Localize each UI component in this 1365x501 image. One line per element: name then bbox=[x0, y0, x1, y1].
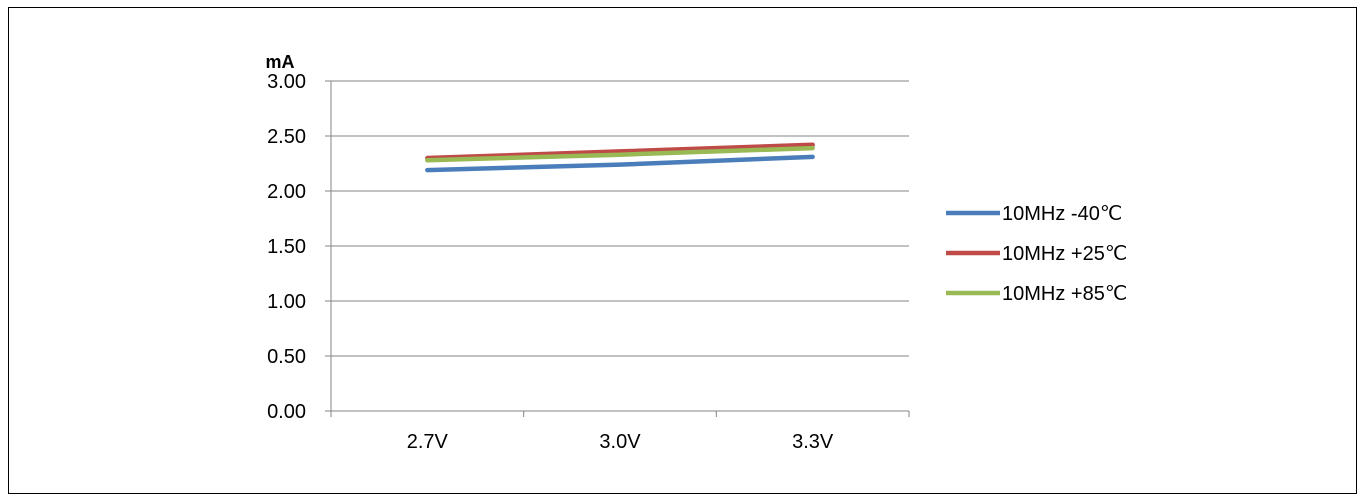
y-tick-labels: 0.00 0.50 1.00 1.50 2.00 2.50 3.00 bbox=[267, 71, 306, 423]
y-tick-label: 0.00 bbox=[267, 401, 306, 423]
y-tick-label: 1.50 bbox=[267, 236, 306, 258]
series-lines bbox=[425, 142, 815, 173]
y-tick-label: 2.00 bbox=[267, 181, 306, 203]
y-tick-label: 2.50 bbox=[267, 126, 306, 148]
x-tick-labels: 2.7V 3.0V 3.3V bbox=[407, 431, 834, 453]
chart-frame: 0.00 0.50 1.00 1.50 2.00 2.50 3.00 2.7V 3.0V 3.3… bbox=[8, 7, 1357, 494]
y-axis-unit-label: mA bbox=[265, 52, 294, 72]
legend-label-1: 10MHz +25℃ bbox=[1002, 243, 1127, 265]
y-tick-label: 1.00 bbox=[267, 291, 306, 313]
series-line-0 bbox=[425, 154, 815, 173]
gridlines bbox=[331, 80, 909, 357]
series-line-2 bbox=[425, 145, 815, 163]
y-tick-label: 3.00 bbox=[267, 71, 306, 93]
y-tick-label: 0.50 bbox=[267, 346, 306, 368]
x-tick-label: 3.0V bbox=[599, 431, 641, 453]
legend-label-0: 10MHz -40℃ bbox=[1002, 203, 1122, 225]
legend: 10MHz -40℃ 10MHz +25℃ 10MHz +85℃ bbox=[946, 203, 1127, 305]
series-line-1 bbox=[425, 142, 815, 161]
x-tick-label: 2.7V bbox=[407, 431, 449, 453]
line-chart: 0.00 0.50 1.00 1.50 2.00 2.50 3.00 2.7V 3.0V 3.3… bbox=[265, 52, 1127, 453]
legend-label-2: 10MHz +85℃ bbox=[1002, 283, 1127, 305]
axes bbox=[325, 80, 910, 417]
x-tick-label: 3.3V bbox=[792, 431, 834, 453]
